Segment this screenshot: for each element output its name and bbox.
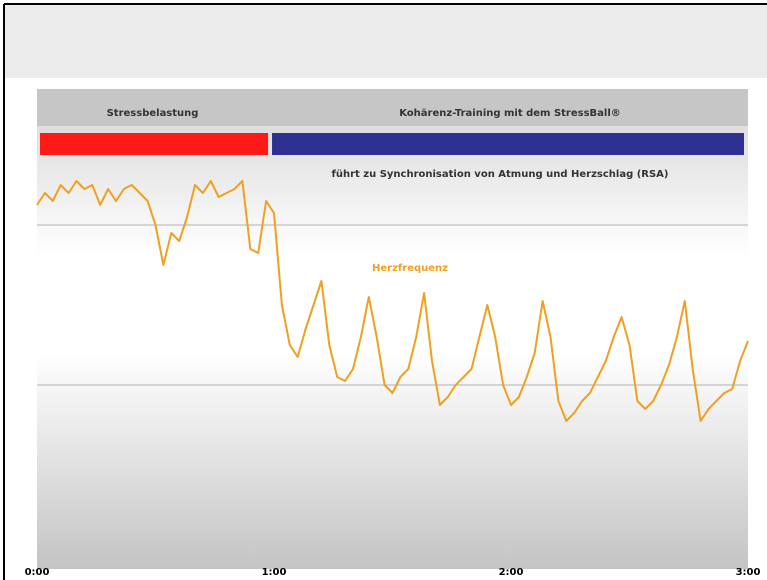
phase-bar xyxy=(40,133,269,155)
phase-label: Kohärenz-Training mit dem StressBall® xyxy=(399,108,621,119)
phase-header xyxy=(37,89,748,126)
header-band xyxy=(5,5,767,78)
annotation: führt zu Synchronisation von Atmung und … xyxy=(331,169,668,180)
x-tick-label: 0:00 xyxy=(25,567,50,578)
x-tick-label: 3:00 xyxy=(736,567,761,578)
series-label: Herzfrequenz xyxy=(372,263,448,274)
plot-area xyxy=(37,89,748,569)
phase-bar xyxy=(272,133,744,155)
x-tick-label: 2:00 xyxy=(499,567,524,578)
line-series xyxy=(36,180,749,422)
phase-label: Stressbelastung xyxy=(107,108,199,119)
x-tick-label: 1:00 xyxy=(262,567,287,578)
